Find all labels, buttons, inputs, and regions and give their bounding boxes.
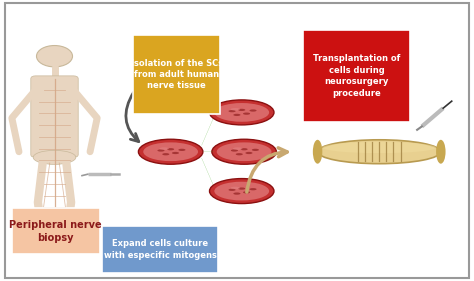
Ellipse shape [246,152,253,154]
Ellipse shape [157,149,164,152]
Ellipse shape [138,139,203,164]
Text: Peripheral nerve
biopsy: Peripheral nerve biopsy [9,220,102,243]
Ellipse shape [228,189,236,191]
FancyBboxPatch shape [31,76,78,157]
Ellipse shape [233,114,240,116]
Text: Isolation of the SCs
from adult human
nerve tissue: Isolation of the SCs from adult human ne… [130,58,223,90]
Ellipse shape [210,100,274,125]
Ellipse shape [162,153,169,155]
Text: Expand cells culture
with especific mitogens: Expand cells culture with especific mito… [103,239,217,260]
Circle shape [36,46,73,67]
Ellipse shape [241,148,247,150]
Ellipse shape [238,109,245,111]
Ellipse shape [172,152,179,154]
FancyBboxPatch shape [303,30,410,122]
Ellipse shape [143,142,198,161]
Ellipse shape [214,103,269,122]
Ellipse shape [436,140,446,164]
Ellipse shape [322,142,436,153]
Ellipse shape [233,147,243,150]
Ellipse shape [249,188,256,190]
Ellipse shape [230,187,240,189]
Ellipse shape [233,192,240,195]
Ellipse shape [231,149,238,152]
FancyBboxPatch shape [133,35,220,114]
Ellipse shape [238,187,245,190]
Ellipse shape [212,139,276,164]
Ellipse shape [33,150,76,164]
Ellipse shape [214,182,269,200]
Ellipse shape [228,110,236,112]
Ellipse shape [243,191,250,193]
Ellipse shape [210,179,274,203]
Ellipse shape [236,153,243,155]
FancyBboxPatch shape [12,208,100,254]
Ellipse shape [230,108,240,110]
Ellipse shape [249,109,256,112]
Ellipse shape [159,147,169,150]
Ellipse shape [318,140,441,164]
Ellipse shape [167,148,174,150]
Ellipse shape [178,149,185,151]
Ellipse shape [313,140,322,164]
Ellipse shape [243,112,250,115]
Text: Transplantation of
cells during
neurosurgery
procedure: Transplantation of cells during neurosur… [313,54,401,98]
Ellipse shape [252,149,259,151]
Ellipse shape [217,142,272,161]
FancyBboxPatch shape [102,226,218,273]
FancyBboxPatch shape [5,3,469,278]
